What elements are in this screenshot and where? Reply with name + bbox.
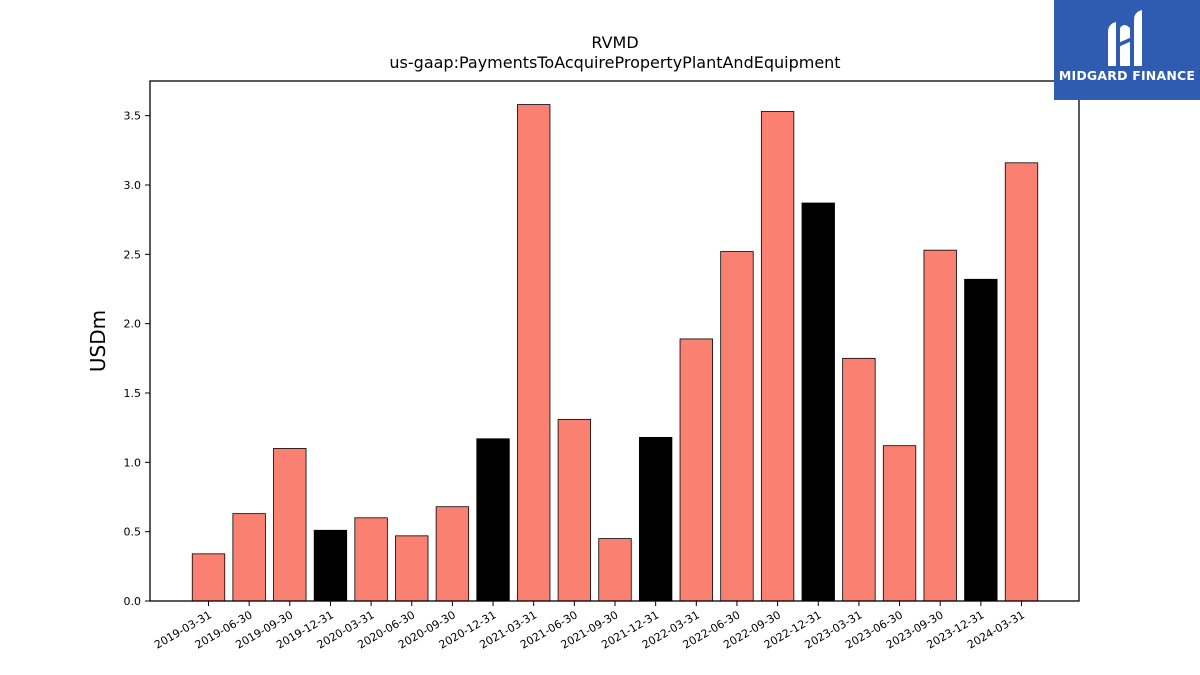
y-tick-label: 2.5 bbox=[124, 248, 142, 261]
midgard-logo-icon bbox=[1108, 10, 1142, 66]
y-tick-label: 0.0 bbox=[124, 595, 142, 608]
bar-2022-06-30 bbox=[720, 251, 754, 602]
bar-2020-06-30 bbox=[395, 535, 429, 602]
chart-subtitle: us-gaap:PaymentsToAcquirePropertyPlantAn… bbox=[389, 53, 840, 72]
bars-group bbox=[191, 104, 1039, 602]
bar-2023-09-30 bbox=[923, 249, 957, 602]
plot-frame bbox=[149, 80, 1080, 602]
bar-2019-12-31 bbox=[313, 529, 348, 602]
y-tick-label: 2.0 bbox=[124, 318, 142, 331]
bar-2022-09-30 bbox=[760, 111, 795, 602]
bar-2019-09-30 bbox=[273, 448, 307, 602]
bar-2021-03-31 bbox=[517, 104, 551, 602]
bar-2021-09-30 bbox=[598, 538, 632, 602]
y-tick-label: 1.0 bbox=[124, 456, 142, 469]
y-axis: 0.0 0.5 1.0 1.5 2.0 2.5 3.0 3.5 bbox=[124, 110, 150, 608]
bar-2019-03-31 bbox=[191, 553, 226, 602]
bar-2020-09-30 bbox=[435, 506, 470, 602]
bar-2024-03-31 bbox=[1004, 162, 1039, 602]
midgard-finance-logo: MIDGARD FINANCE bbox=[1054, 0, 1200, 100]
bar-2020-03-31 bbox=[354, 517, 388, 602]
bar-2021-12-31 bbox=[638, 436, 673, 602]
chart-title: RVMD bbox=[591, 33, 638, 52]
bar-2023-06-30 bbox=[882, 445, 917, 602]
y-tick-label: 0.5 bbox=[124, 526, 142, 539]
x-axis: 2019-03-312019-06-302019-09-302019-12-31… bbox=[152, 601, 1027, 652]
bar-2021-06-30 bbox=[557, 418, 592, 602]
bar-2020-12-31 bbox=[476, 438, 510, 602]
bar-2023-12-31 bbox=[964, 278, 998, 602]
bar-2022-03-31 bbox=[679, 338, 713, 602]
y-tick-label: 3.0 bbox=[124, 179, 142, 192]
bar-2022-12-31 bbox=[801, 202, 835, 602]
y-tick-label: 3.5 bbox=[124, 110, 142, 123]
y-tick-label: 1.5 bbox=[124, 387, 142, 400]
bar-2023-03-31 bbox=[842, 357, 876, 602]
logo-text: MIDGARD FINANCE bbox=[1058, 68, 1196, 83]
y-axis-label: USDm bbox=[86, 310, 110, 372]
bar-2019-06-30 bbox=[232, 513, 266, 602]
